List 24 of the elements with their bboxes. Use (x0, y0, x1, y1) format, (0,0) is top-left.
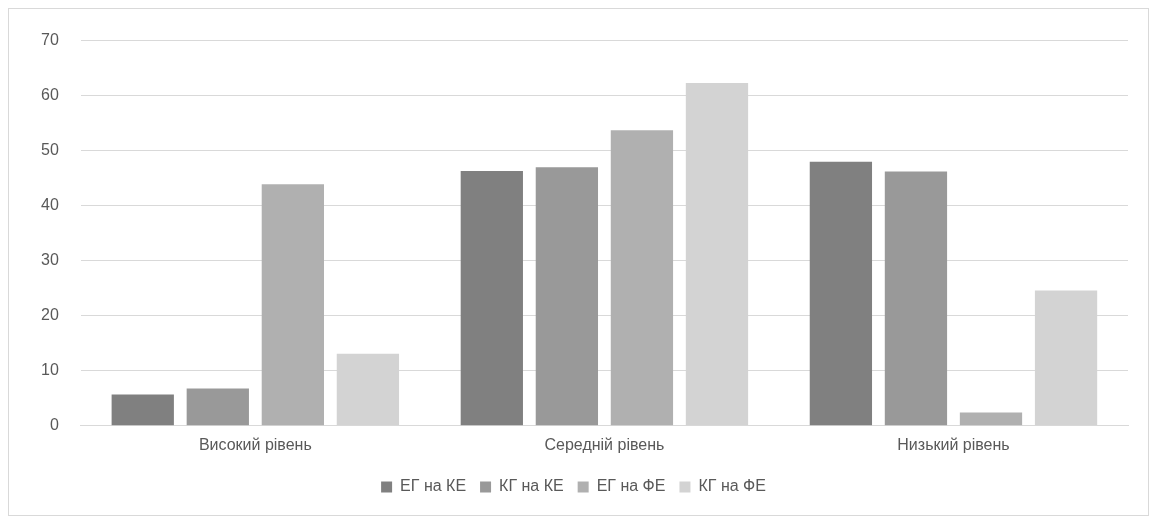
bar (460, 171, 523, 426)
x-tick-label: Високий рівень (198, 435, 312, 453)
y-tick-label: 40 (41, 196, 59, 214)
y-tick-label: 20 (41, 306, 59, 324)
bar (884, 171, 948, 426)
bar (186, 388, 249, 426)
y-tick-label: 0 (49, 416, 59, 434)
y-tick-label: 10 (41, 361, 59, 379)
y-tick-label: 30 (41, 251, 59, 269)
y-tick-label: 70 (41, 31, 59, 49)
y-tick-label: 50 (41, 141, 59, 159)
bar (959, 412, 1023, 426)
legend-label: ЕГ на ФЕ (596, 477, 666, 495)
y-tick-label: 60 (41, 86, 59, 104)
bar (261, 184, 324, 426)
bar (535, 167, 599, 426)
bar (610, 130, 674, 426)
x-tick-label: Середній рівень (544, 435, 665, 453)
legend-label: КГ на КЕ (499, 477, 564, 495)
legend-label: ЕГ на КЕ (400, 477, 467, 495)
bar (111, 394, 174, 426)
legend-label: КГ на ФЕ (698, 477, 766, 495)
x-tick-label: Низький рівень (897, 435, 1010, 453)
bar (809, 161, 873, 426)
